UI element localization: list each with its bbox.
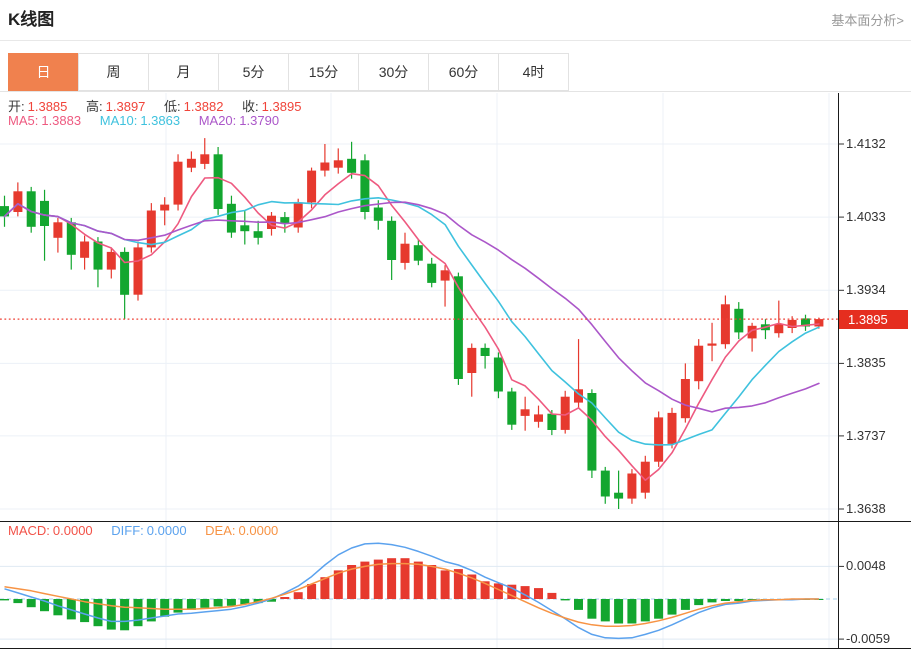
- fundamental-analysis-link[interactable]: 基本面分析>: [831, 13, 904, 28]
- ma10-value: 1.3863: [140, 113, 181, 128]
- tab-period-7[interactable]: 4时: [498, 53, 569, 91]
- dea-value: 0.0000: [238, 523, 279, 538]
- candles-layer: [0, 138, 824, 509]
- low-label: 低:: [164, 99, 181, 114]
- ohlc-readout: 开: 1.3885 高: 1.3897 低: 1.3882 收: 1.3895: [8, 96, 316, 115]
- ma20-label: MA20:: [198, 113, 237, 128]
- high-readout: 高: 1.3897: [86, 99, 145, 114]
- ma10-line: [3, 197, 820, 446]
- dea-label: DEA:: [205, 523, 236, 538]
- y-axis-label: 1.3737: [846, 428, 886, 443]
- y-axis-label: 1.4033: [846, 209, 886, 224]
- y-axis-label: -0.0059: [846, 631, 891, 646]
- diff-line: [4, 542, 819, 640]
- tab-period-6[interactable]: 60分: [428, 53, 499, 91]
- ma20-line: [3, 201, 820, 413]
- ma20-readout: MA20: 1.3790: [199, 113, 279, 128]
- ma-readout: MA5: 1.3883 MA10: 1.3863 MA20: 1.3790: [8, 113, 294, 128]
- tab-period-4[interactable]: 15分: [288, 53, 359, 91]
- chart-area[interactable]: 开: 1.3885 高: 1.3897 低: 1.3882 收: 1.3895 MA5:…: [0, 91, 911, 651]
- ma-lines-layer: [3, 172, 820, 482]
- macd-layer: [0, 542, 824, 640]
- ma20-value: 1.3790: [239, 113, 280, 128]
- close-value: 1.3895: [261, 99, 302, 114]
- open-label: 开:: [8, 99, 25, 114]
- diff-value-readout: DIFF: 0.0000: [111, 523, 186, 538]
- macd-value-readout: MACD: 0.0000: [8, 523, 93, 538]
- page-title: K线图: [8, 10, 55, 29]
- close-readout: 收: 1.3895: [242, 99, 301, 114]
- ma10-label: MA10:: [99, 113, 138, 128]
- tab-period-3[interactable]: 5分: [218, 53, 289, 91]
- open-readout: 开: 1.3885: [8, 99, 67, 114]
- y-axis-label: 0.0048: [846, 558, 886, 573]
- ma5-readout: MA5: 1.3883: [8, 113, 81, 128]
- tab-period-2[interactable]: 月: [148, 53, 219, 91]
- period-tabs: 日周月 5分 15分 30分 60分 4时: [8, 53, 569, 91]
- macd-value: 0.0000: [52, 523, 93, 538]
- frame-layer: [0, 93, 911, 649]
- low-readout: 低: 1.3882: [164, 99, 223, 114]
- close-label: 收:: [242, 99, 259, 114]
- y-axis-label: 1.3934: [846, 282, 886, 297]
- ma10-readout: MA10: 1.3863: [100, 113, 180, 128]
- kline-chart-canvas[interactable]: [0, 92, 911, 651]
- tab-period-0[interactable]: 日: [8, 53, 79, 91]
- current-price-badge: 1.3895: [839, 310, 908, 329]
- diff-value: 0.0000: [146, 523, 187, 538]
- ma5-label: MA5:: [8, 113, 39, 128]
- ma5-line: [3, 172, 820, 482]
- header-divider: [0, 40, 911, 41]
- dea-line: [4, 562, 819, 627]
- gridlines-layer: [0, 93, 838, 648]
- macd-label: MACD:: [8, 523, 50, 538]
- y-axis-label: 1.3638: [846, 501, 886, 516]
- high-label: 高:: [86, 99, 103, 114]
- open-value: 1.3885: [27, 99, 68, 114]
- y-axis-label: 1.3835: [846, 355, 886, 370]
- tab-period-1[interactable]: 周: [78, 53, 149, 91]
- diff-label: DIFF:: [111, 523, 144, 538]
- high-value: 1.3897: [105, 99, 146, 114]
- dea-value-readout: DEA: 0.0000: [205, 523, 278, 538]
- low-value: 1.3882: [183, 99, 224, 114]
- macd-readout: MACD: 0.0000 DIFF: 0.0000 DEA: 0.0000: [8, 523, 293, 538]
- tab-period-5[interactable]: 30分: [358, 53, 429, 91]
- ma5-value: 1.3883: [41, 113, 82, 128]
- y-axis-label: 1.4132: [846, 136, 886, 151]
